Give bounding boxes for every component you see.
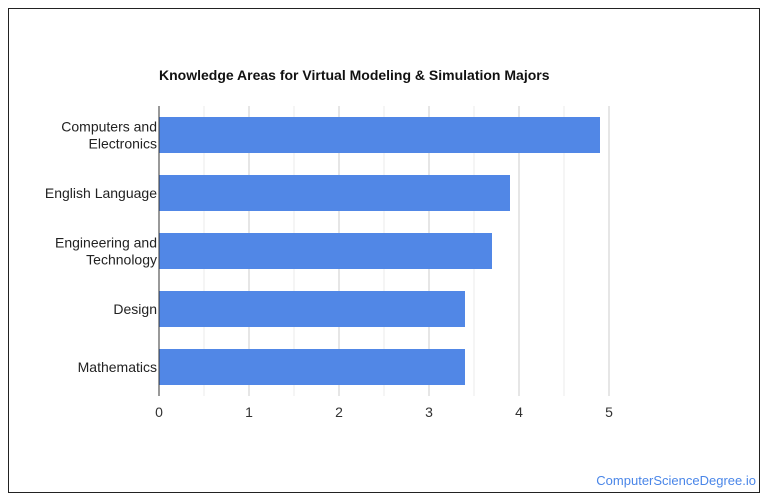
category-label: Mathematics — [78, 359, 157, 375]
x-tick-label: 5 — [605, 404, 613, 420]
category-label: Design — [113, 301, 157, 317]
category-label: Computers and Electronics — [61, 119, 157, 152]
category-label-line: Design — [113, 301, 157, 317]
category-label-line: Mathematics — [78, 359, 157, 375]
watermark-link[interactable]: ComputerScienceDegree.io — [596, 473, 756, 488]
category-label-line: Electronics — [89, 136, 157, 152]
chart-title: Knowledge Areas for Virtual Modeling & S… — [159, 67, 550, 83]
category-label-line: Engineering and — [55, 235, 157, 251]
bar — [159, 233, 492, 269]
bar — [159, 349, 465, 385]
x-tick-label: 1 — [245, 404, 253, 420]
category-label-line: Technology — [86, 252, 157, 268]
category-label-line: Computers and — [61, 119, 157, 135]
category-label-line: English Language — [45, 185, 157, 201]
bar — [159, 291, 465, 327]
category-label: Engineering and Technology — [55, 235, 157, 268]
category-label: English Language — [45, 185, 157, 201]
x-tick-label: 2 — [335, 404, 343, 420]
x-tick-label: 0 — [155, 404, 163, 420]
bar — [159, 175, 510, 211]
x-tick-label: 3 — [425, 404, 433, 420]
x-tick-label: 4 — [515, 404, 523, 420]
bar — [159, 117, 600, 153]
